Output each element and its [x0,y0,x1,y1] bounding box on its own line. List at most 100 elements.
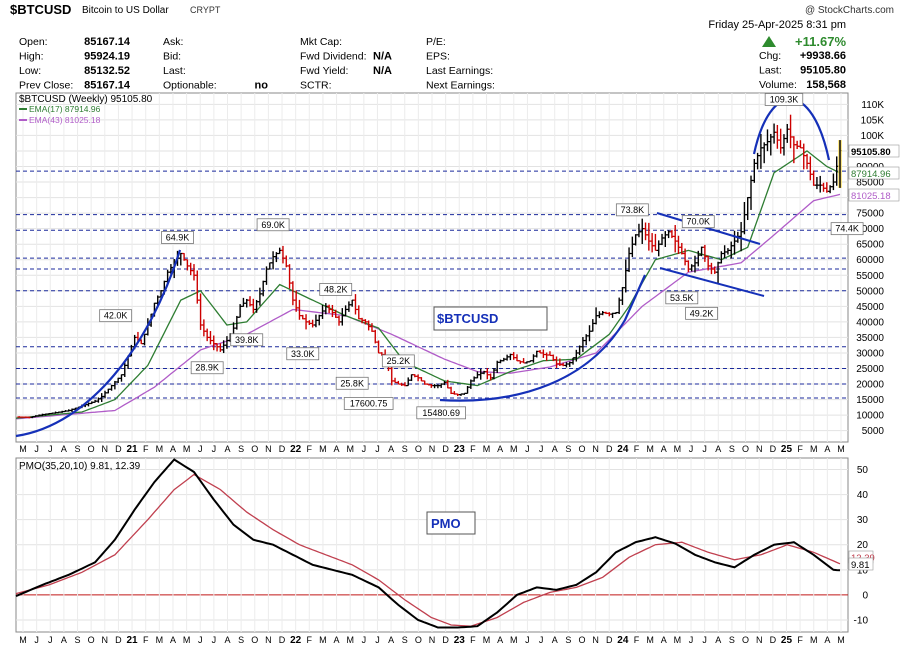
month-label: O [742,444,749,454]
pmo-value-text: 9.81 [851,560,870,571]
price-tick-label: 5000 [862,426,885,437]
month-label: A [552,444,558,454]
base-arc [15,249,182,438]
pmo-month-label: M [810,635,818,645]
price-tick-label: 35000 [856,333,884,344]
month-label: D [279,444,286,454]
annotation-text: 48.2K [324,284,348,294]
pmo-month-label: M [483,635,491,645]
price-tick-label: 60000 [856,255,884,266]
annotation-text: 42.0K [104,311,128,321]
price-tick-label: 30000 [856,348,884,359]
price-annotation: 33.0K [286,347,320,361]
price-annotation: 28.9K [190,361,224,375]
stat-label: SCTR: [300,80,332,92]
price-annotation: 73.8K [615,203,649,217]
price-annotation: 42.0K [99,309,133,323]
pmo-month-label: M [183,635,191,645]
price-annotation: 69.0K [256,218,290,232]
month-label: M [319,444,327,454]
price-tick-label: 100K [861,131,885,142]
month-label: S [402,444,408,454]
month-label: 24 [617,444,629,455]
month-label: M [646,444,654,454]
month-label: F [143,444,149,454]
month-label: M [810,444,818,454]
pmo-month-label: A [661,635,667,645]
pmo-month-label: A [715,635,721,645]
stat-label: Last: [163,65,186,77]
stat-label: Last Earnings: [426,65,493,77]
symbol[interactable]: $BTCUSD [10,2,71,17]
pmo-tick-label: 0 [862,590,868,601]
month-label: N [265,444,272,454]
symbol-type: CRYPT [190,5,221,15]
stat-value: +9938.66 [800,50,846,62]
month-label: N [756,444,763,454]
annotation-text: 70.0K [687,217,711,227]
pmo-month-label: A [224,635,230,645]
stat-label: Fwd Yield: [300,65,348,77]
pmo-month-label: A [334,635,340,645]
month-label: O [578,444,585,454]
price-annotation: 53.5K [665,291,699,305]
pmo-signal-line [15,473,841,627]
pmo-tick-label: -10 [854,615,869,626]
pmo-month-label: D [770,635,777,645]
pmo-month-label: 25 [781,635,793,646]
stat-label: Volume: [759,79,797,91]
price-tick-label: 50000 [856,286,884,297]
pmo-month-label: 23 [454,635,466,646]
pmo-month-label: O [251,635,258,645]
pmo-month-label: A [61,635,67,645]
price-annotation: 25.8K [335,376,369,390]
annotation-text: 39.8K [235,335,259,345]
pmo-month-label: D [115,635,122,645]
pmo-month-label: J [539,635,544,645]
pmo-box-text: PMO [431,516,461,531]
stat-label: Next Earnings: [426,80,495,92]
price-tick-label: 45000 [856,302,884,313]
price-annotation: 74.4K [830,222,864,236]
stat-value: N/A [373,51,392,63]
price-tick-label: 20000 [856,380,884,391]
value-tag-text: 81025.18 [851,191,891,202]
pmo-month-label: F [307,635,313,645]
pmo-month-label: N [102,635,109,645]
pmo-month-label: M [156,635,164,645]
month-label: S [75,444,81,454]
pmo-month-label: M [837,635,845,645]
pmo-tick-label: 30 [857,515,869,526]
pmo-month-label: J [362,635,367,645]
price-annotation: 64.9K [161,231,194,244]
price-tick-label: 85000 [856,178,884,189]
pmo-month-label: F [143,635,149,645]
pmo-month-label: J [525,635,530,645]
price-legend: $BTCUSD (Weekly) 95105.80 EMA(17) 87914.… [19,94,153,125]
pmo-month-label: D [279,635,286,645]
annotation-text: 49.2K [690,308,714,318]
month-label: 25 [781,444,793,455]
stat-label: Fwd Dividend: [300,51,367,63]
price-annotation: 39.8K [230,333,264,347]
pmo-month-label: M [674,635,682,645]
month-label: 23 [454,444,466,455]
month-label: A [661,444,667,454]
price-value-tag: 95105.80 [848,144,900,158]
month-label: F [797,444,803,454]
stat-value: 85167.14 [84,36,131,48]
price-annotation: 109.3K [764,93,804,106]
stat-label: Bid: [163,51,181,63]
price-bar [838,140,842,188]
month-label: J [48,444,53,454]
month-label: M [19,444,27,454]
price-tick-label: 75000 [856,209,884,220]
month-label: J [198,444,203,454]
month-label: A [334,444,340,454]
month-label: O [88,444,95,454]
price-title: $BTCUSD (Weekly) 95105.80 [19,94,153,105]
price-tick-label: 65000 [856,240,884,251]
month-label: A [388,444,394,454]
month-label: 22 [290,444,302,455]
price-annotation: 17600.75 [343,397,394,410]
